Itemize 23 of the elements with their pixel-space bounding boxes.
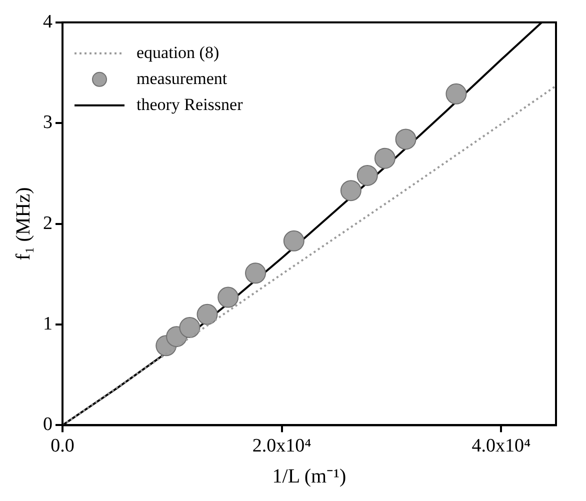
x-tick-label: 4.0x10⁴ (472, 436, 531, 457)
x-axis-title: 1/L (m⁻¹) (272, 465, 346, 488)
point (196, 304, 218, 325)
y-tick-label: 2 (43, 212, 52, 234)
point (395, 128, 416, 150)
point (374, 148, 396, 169)
point (283, 230, 304, 252)
point (218, 286, 239, 308)
point (340, 180, 362, 202)
point (179, 317, 200, 338)
y-tick-label: 3 (43, 112, 52, 134)
y-tick-label: 0 (43, 414, 52, 436)
point (356, 164, 378, 186)
x-tick-label: 2.0x10⁴ (252, 436, 312, 457)
legend-label: equation (8) (136, 42, 220, 62)
y-tick-label: 1 (43, 313, 52, 334)
legend-label: theory Reissner (136, 94, 244, 114)
y-tick-label: 4 (43, 11, 53, 32)
y-axis-title: f₁ (MHz) (12, 187, 34, 260)
point (245, 262, 266, 284)
legend-label: measurement (136, 68, 228, 88)
point (446, 83, 467, 104)
x-tick-label: 0.0 (50, 436, 74, 457)
